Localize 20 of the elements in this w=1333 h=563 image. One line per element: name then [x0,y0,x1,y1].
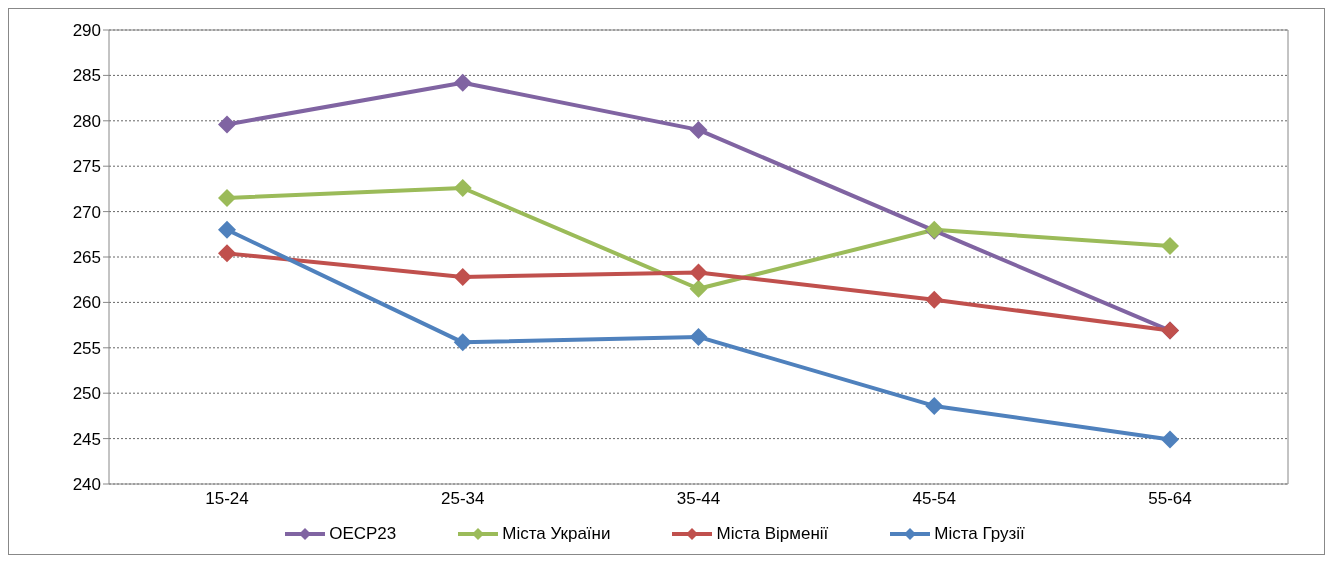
y-tick-label: 290 [72,21,101,41]
legend-label: ОЕСР23 [329,524,397,544]
x-tick-label: 55-64 [1148,489,1192,509]
y-tick-label: 270 [72,202,101,222]
y-tick-label: 250 [72,384,101,404]
x-tick-label: 15-24 [205,489,249,509]
x-tick-label: 35-44 [676,489,721,509]
y-tick-label: 280 [72,111,101,131]
y-tick-label: 240 [72,475,101,495]
y-tick-label: 255 [72,338,101,358]
x-tick-label: 25-34 [441,489,485,509]
y-tick-label: 260 [72,293,101,313]
legend-label: Міста Грузії [934,524,1025,544]
y-tick-label: 275 [72,157,101,177]
legend-label: Міста Вірменії [716,524,829,544]
y-tick-label: 265 [72,248,101,268]
x-tick-label: 45-54 [912,489,956,509]
y-tick-label: 285 [72,66,101,86]
y-tick-label: 245 [72,429,101,449]
legend-label: Міста України [502,524,611,544]
